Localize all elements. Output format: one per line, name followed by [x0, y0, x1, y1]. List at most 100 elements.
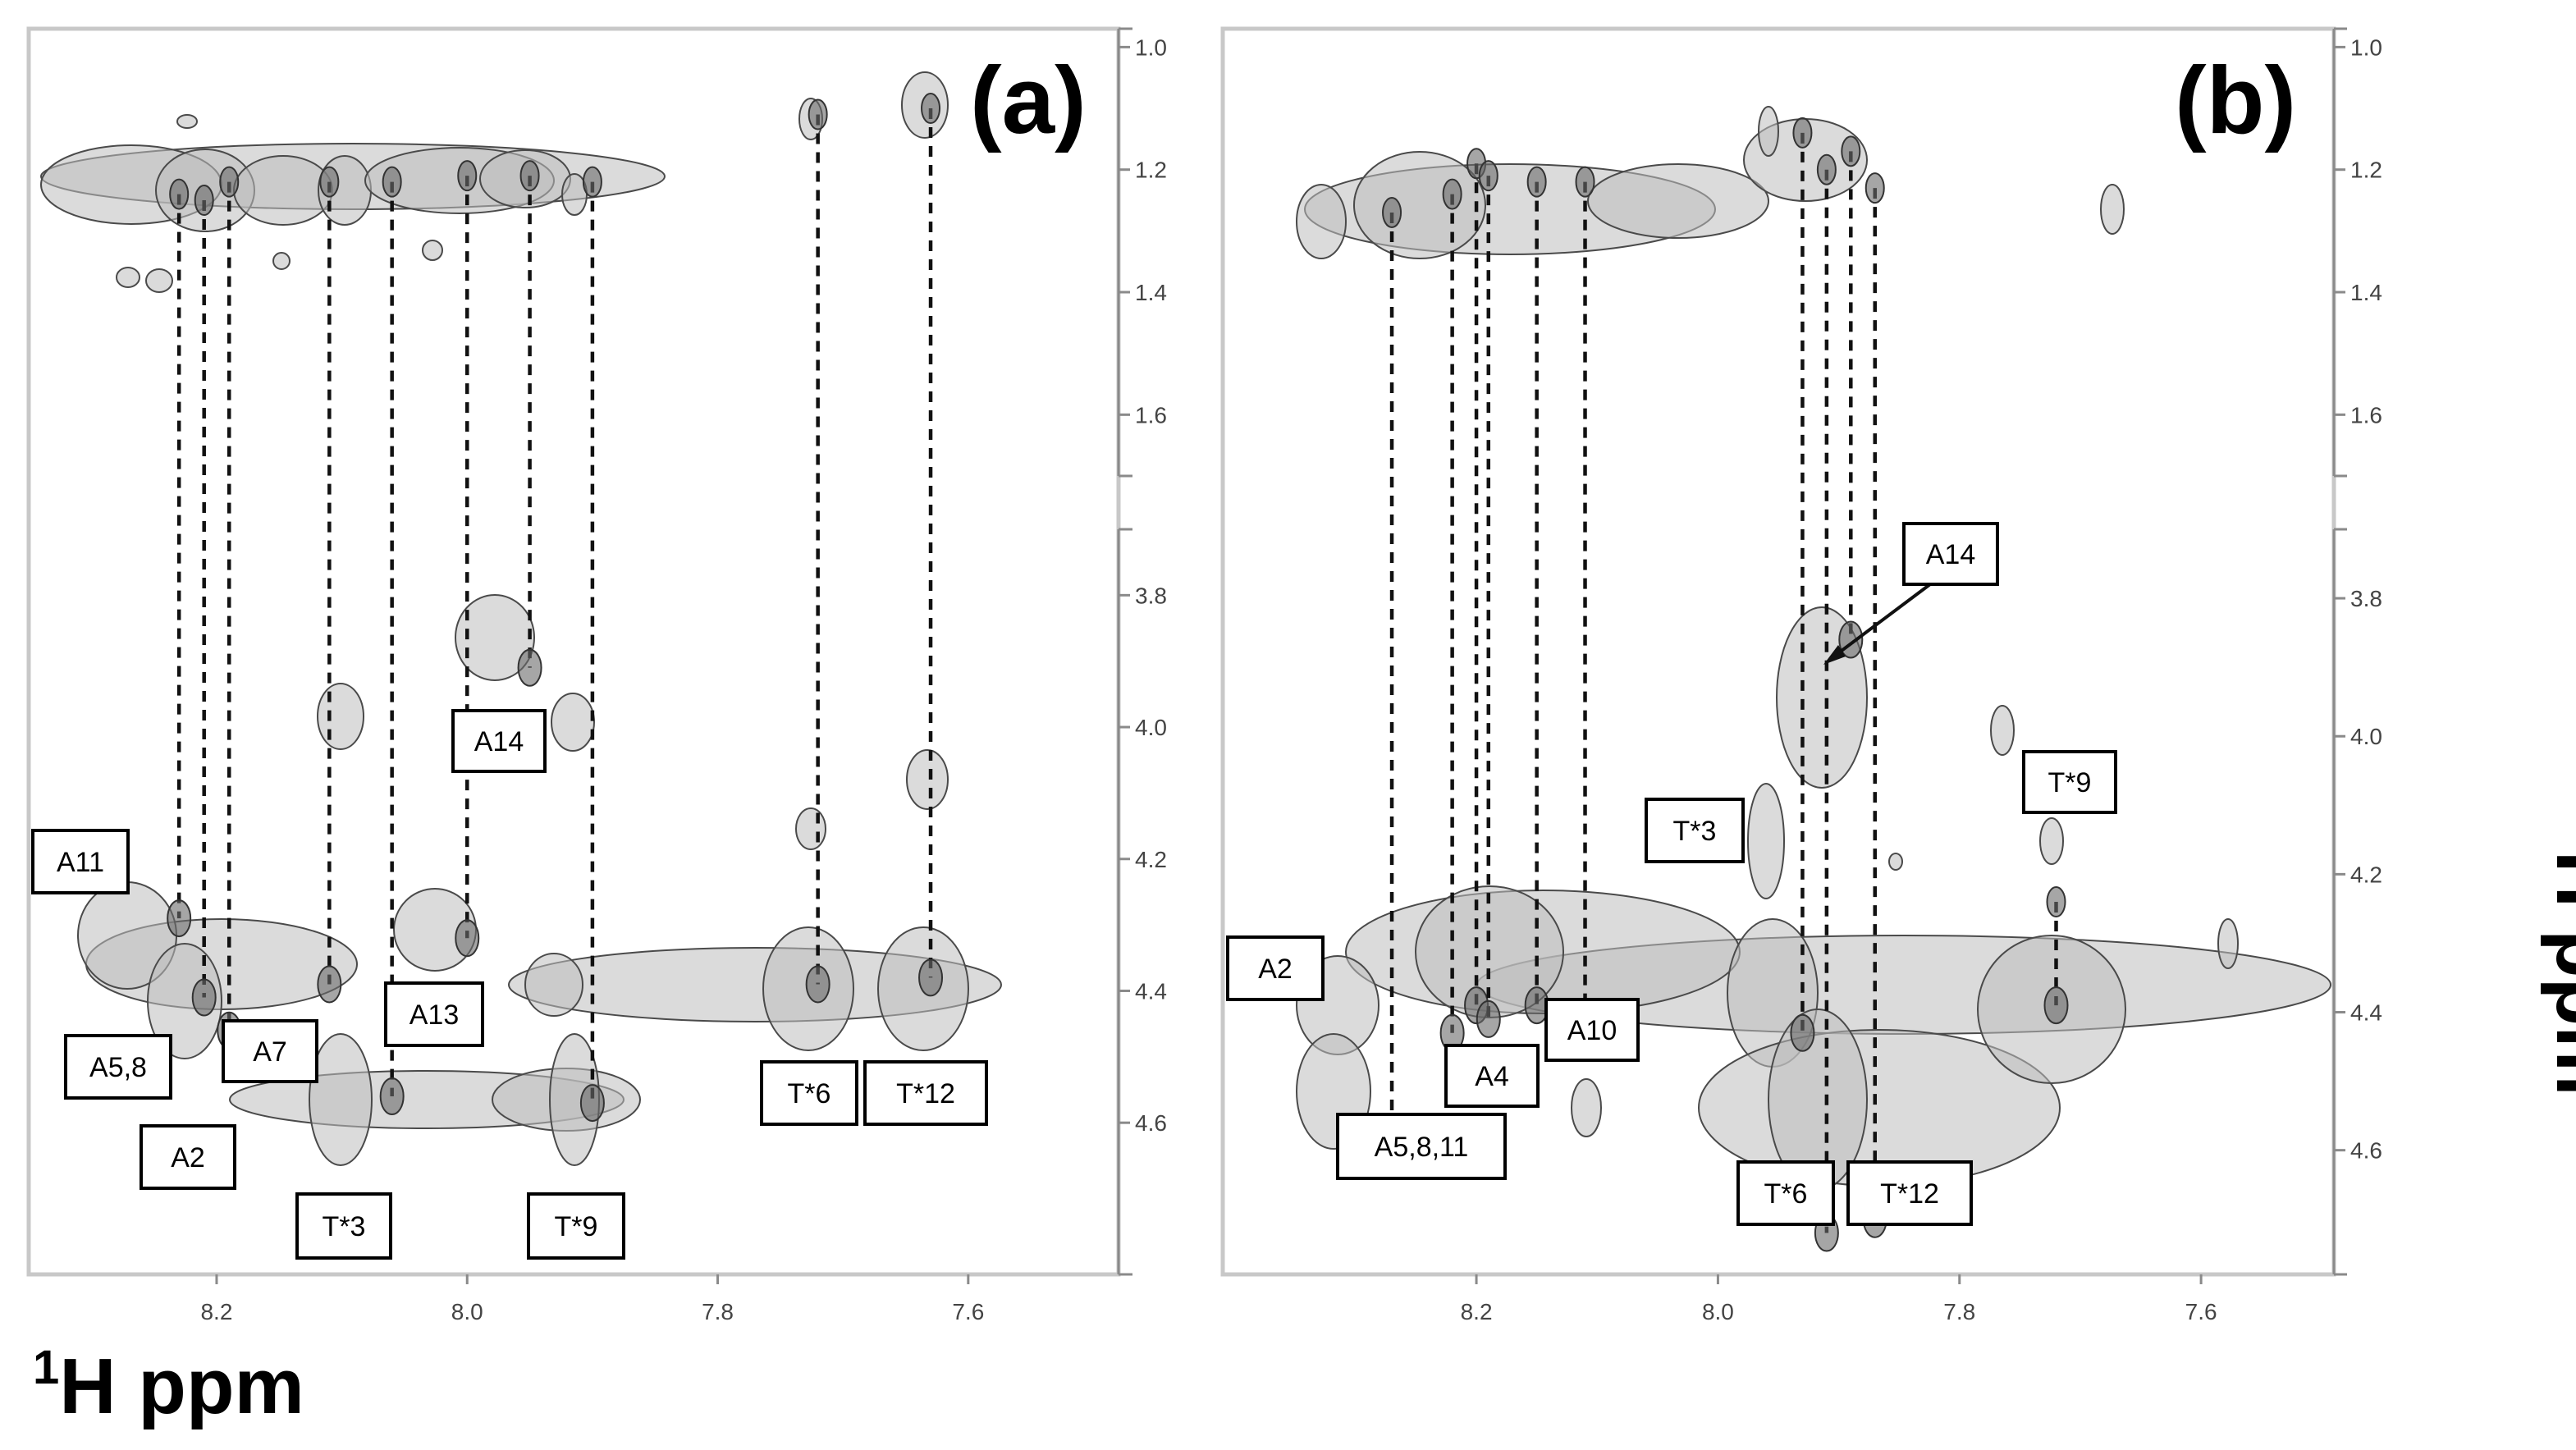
panel-a-xlabel: 1H ppm: [33, 1341, 304, 1430]
contour: [508, 947, 1002, 1022]
cross-peak-top: [382, 166, 402, 198]
panel-b-ylabel: 1H ppm: [2540, 825, 2576, 1096]
svg-text:A10: A10: [1567, 1015, 1617, 1046]
cross-peak-top: [1478, 160, 1498, 192]
x-tick-label: 7.6: [952, 1299, 984, 1324]
cross-peak-bottom: [167, 899, 192, 938]
cross-peak-top: [519, 160, 540, 192]
label-A10: A10: [1544, 998, 1640, 1062]
label-A2: A2: [140, 1124, 236, 1190]
y-tick-label: 4.4: [2350, 1000, 2382, 1026]
y-tick-label: 1.2: [1135, 158, 1167, 183]
contour: [1571, 1078, 1602, 1137]
cross-peak-top: [1792, 117, 1813, 149]
contour: [1747, 783, 1785, 899]
label-T12: T*12: [1846, 1160, 1973, 1226]
label-T9: T*9: [527, 1192, 625, 1260]
label-A14: A14: [451, 709, 547, 773]
x-tick-label: 7.8: [1943, 1299, 1975, 1324]
contour: [2217, 918, 2239, 969]
panel-a-ticks: 1.0 1.2 1.4 1.6 3.8 4.0 4.2 4.4 4.6 8.2 8.0 7.8 7.6: [200, 34, 1166, 1324]
contour: [1353, 151, 1486, 259]
contour: [309, 1033, 373, 1166]
svg-text:A5,8,11: A5,8,11: [1375, 1132, 1469, 1163]
contour: [1888, 853, 1903, 871]
cross-peak-top: [1841, 135, 1861, 167]
cross-peak-top: [582, 166, 602, 198]
x-tick-label: 8.2: [200, 1299, 232, 1324]
cross-peak-top: [1382, 196, 1402, 228]
panel-b-labels: A2 A5,8,11 A4 A10 T*3 A14: [1226, 522, 2117, 1226]
y-tick-label: 4.4: [1135, 978, 1167, 1004]
label-A2: A2: [1226, 935, 1325, 1001]
contour: [272, 252, 291, 270]
x-tick-label: 8.2: [1461, 1299, 1493, 1324]
svg-text:T*6: T*6: [1764, 1178, 1808, 1210]
y-tick-label: 1.0: [2350, 34, 2382, 60]
contour: [1296, 184, 1347, 259]
cross-peak-bottom: [1476, 999, 1501, 1038]
cross-peak-top: [194, 185, 214, 217]
y-tick-label: 1.4: [2350, 280, 2382, 305]
svg-text:T*12: T*12: [896, 1078, 955, 1109]
x-tick-label: 7.8: [702, 1299, 734, 1324]
contour: [1758, 106, 1779, 157]
label-A14: A14: [1902, 522, 1999, 586]
y-tick-label: 4.6: [1135, 1110, 1167, 1136]
cross-peak-top: [219, 166, 240, 198]
label-A7: A7: [222, 1019, 318, 1083]
contour: [176, 114, 198, 129]
svg-text:A2: A2: [1258, 954, 1293, 985]
cross-peak-bottom: [918, 958, 944, 997]
panel-a: 1.01.21.41.63.84.04.24.44.68.2 8.0 7.8 7.6 …: [26, 26, 1167, 1430]
cross-peak-top: [808, 98, 828, 130]
y-tick-label: 4.6: [2350, 1138, 2382, 1164]
svg-text:A2: A2: [171, 1142, 205, 1173]
y-tick-label: 4.0: [1135, 715, 1167, 740]
arrow-A14: [1823, 583, 1932, 665]
cross-peak-top: [1575, 166, 1595, 198]
label-T6: T*6: [760, 1060, 858, 1126]
svg-text:A11: A11: [57, 847, 104, 878]
panel-b-peak-lines: [1380, 117, 2069, 1252]
contour: [145, 268, 173, 293]
label-T9: T*9: [2022, 750, 2117, 814]
cross-peak-bottom: [191, 978, 217, 1017]
cross-peak-bottom: [455, 919, 480, 958]
svg-text:A5,8: A5,8: [89, 1052, 147, 1083]
cross-peak-top: [1442, 178, 1462, 210]
cross-peak-top: [319, 166, 340, 198]
cross-peak-top: [1865, 172, 1885, 204]
panel-a-contours: [40, 71, 1002, 1166]
y-tick-label: 4.2: [2350, 862, 2382, 887]
x-tick-label: 7.6: [2185, 1299, 2217, 1324]
svg-text:T*3: T*3: [1673, 816, 1717, 847]
svg-text:A14: A14: [474, 726, 524, 757]
contour: [795, 807, 826, 850]
panel-b: 1.01.21.41.63.84.04.24.44.68.2 8.0 7.8 7.6 …: [1220, 26, 2576, 1324]
cross-peak-bottom: [517, 648, 542, 687]
cross-peak-top: [1816, 153, 1837, 185]
x-tick-label: 8.0: [451, 1299, 483, 1324]
contour: [1990, 705, 2015, 756]
contour: [455, 594, 535, 681]
label-A4: A4: [1444, 1044, 1540, 1108]
cross-peak-top: [921, 93, 941, 125]
contour: [524, 953, 583, 1017]
label-T3: T*3: [1645, 798, 1745, 863]
label-A5-8-11: A5,8,11: [1336, 1113, 1507, 1180]
y-tick-label: 1.2: [2350, 158, 2382, 183]
y-tick-label: 3.8: [1135, 583, 1167, 608]
y-tick-label: 1.6: [2350, 402, 2382, 428]
cross-peak-bottom: [2043, 986, 2069, 1025]
y-tick-label: 1.0: [1135, 34, 1167, 60]
cross-peak-bottom: [1790, 1013, 1815, 1052]
contour: [317, 683, 364, 750]
label-A11: A11: [31, 829, 130, 894]
panel-a-labels: A11 A5,8 A2 A7 T*3 A13: [31, 709, 988, 1260]
cross-peak-bottom: [317, 965, 342, 1004]
panel-b-ticks: 1.0 1.2 1.4 1.6 3.8 4.0 4.2 4.4 4.6 8.2 8.0 7.8 7.6: [1461, 34, 2382, 1324]
svg-text:T*9: T*9: [555, 1211, 598, 1242]
y-tick-label: 4.2: [1135, 847, 1167, 872]
label-A13: A13: [384, 981, 484, 1047]
